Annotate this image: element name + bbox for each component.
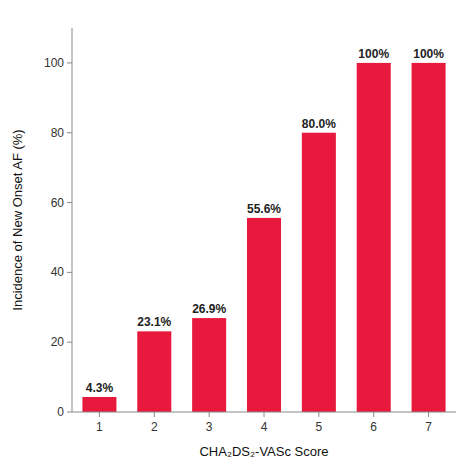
y-tick-label: 20 (51, 335, 65, 349)
y-tick-label: 0 (57, 405, 64, 419)
bar (357, 63, 391, 412)
bar (82, 397, 116, 412)
data-label: 4.3% (86, 381, 114, 395)
x-tick (209, 412, 210, 417)
x-tick-label: 4 (261, 420, 268, 434)
y-tick (67, 412, 72, 413)
bars (82, 63, 445, 412)
bar (302, 133, 336, 412)
x-tick (264, 412, 265, 417)
x-tick-label: 6 (370, 420, 377, 434)
y-axis-line (72, 28, 73, 412)
y-tick-label: 80 (51, 126, 65, 140)
x-tick-label: 3 (206, 420, 213, 434)
data-label: 55.6% (247, 202, 281, 216)
chart-svg: 4.3% 23.1% 26.9% 55.6% 80.0% 100% 100% 0 20 40 60 8… (0, 0, 474, 474)
x-tick-label: 2 (151, 420, 158, 434)
x-tick (318, 412, 319, 417)
x-tick (99, 412, 100, 417)
data-label: 100% (413, 47, 444, 61)
chart-container: 4.3% 23.1% 26.9% 55.6% 80.0% 100% 100% 0 20 40 60 8… (0, 0, 474, 474)
y-tick-label: 60 (51, 196, 65, 210)
data-label: 100% (358, 47, 389, 61)
y-tick (67, 202, 72, 203)
x-tick-label: 1 (96, 420, 103, 434)
y-axis-label: Incidence of New Onset AF (%) (10, 129, 25, 310)
y-tick (67, 62, 72, 63)
data-label: 26.9% (192, 302, 226, 316)
y-tick (67, 272, 72, 273)
bar (137, 331, 171, 412)
bar (247, 218, 281, 412)
bar (192, 318, 226, 412)
data-label: 80.0% (302, 117, 336, 131)
x-tick (373, 412, 374, 417)
x-axis-label: CHA₂DS₂-VASc Score (199, 444, 328, 459)
y-tick (67, 132, 72, 133)
y-tick-label: 100 (44, 56, 64, 70)
x-tick-label: 5 (316, 420, 323, 434)
x-tick (154, 412, 155, 417)
y-tick (67, 342, 72, 343)
x-tick (428, 412, 429, 417)
data-label: 23.1% (137, 315, 171, 329)
x-tick-label: 7 (425, 420, 432, 434)
bar (412, 63, 446, 412)
y-tick-label: 40 (51, 265, 65, 279)
